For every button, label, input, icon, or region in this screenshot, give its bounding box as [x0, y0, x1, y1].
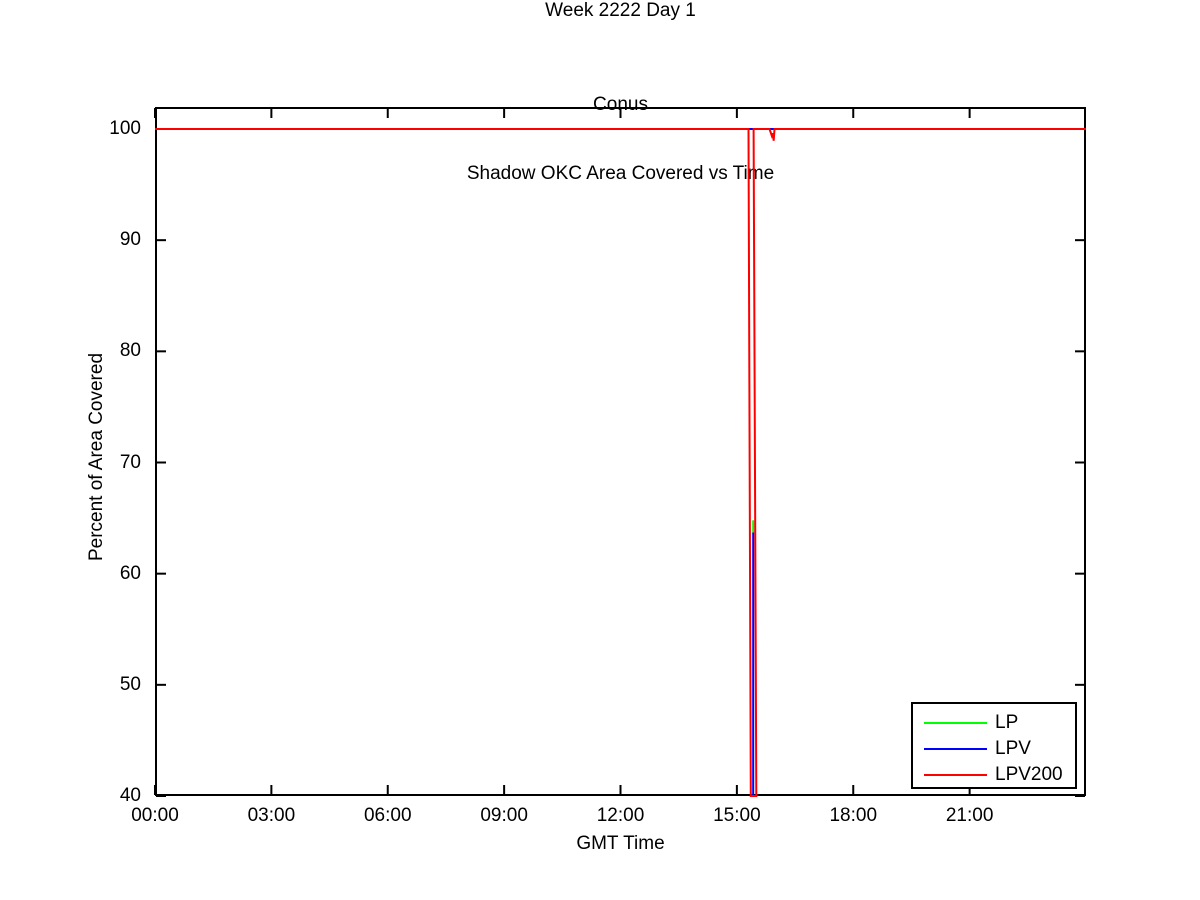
- x-tick-label: 12:00: [596, 805, 645, 826]
- y-tick-label: 100: [109, 118, 141, 139]
- legend-label: LPV200: [995, 764, 1063, 785]
- legend: LP LPV LPV200: [911, 702, 1077, 789]
- x-tick-label: 00:00: [131, 805, 179, 826]
- x-tick-label: 21:00: [945, 805, 994, 826]
- legend-label: LPV: [995, 738, 1031, 759]
- x-tick-label: 03:00: [247, 805, 296, 826]
- legend-line-swatch: [924, 748, 987, 750]
- y-tick-label: 50: [119, 673, 141, 695]
- y-tick-label: 80: [119, 340, 141, 362]
- x-tick-label: 09:00: [480, 805, 528, 826]
- axes-title-line-2: Shadow OKC Area Covered vs Time: [466, 163, 775, 184]
- x-tick-label: 15:00: [713, 805, 761, 826]
- y-tick-label: 60: [119, 562, 141, 584]
- y-tick-label: 90: [119, 229, 141, 251]
- legend-line-swatch: [924, 774, 987, 776]
- legend-item: LP: [913, 710, 1075, 736]
- axes-title-line-1: Conus: [593, 94, 648, 115]
- axes-title: Conus Shadow OKC Area Covered vs Time: [220, 47, 1021, 231]
- figure-title: Week 2222 Day 1: [545, 0, 696, 21]
- axis-box: [155, 107, 1086, 796]
- x-axis-label: GMT Time: [576, 833, 665, 854]
- series-line-lpv200: [155, 128, 1086, 797]
- y-tick-label: 70: [119, 451, 141, 473]
- legend-item: LPV200: [913, 762, 1075, 788]
- legend-line-swatch: [924, 722, 987, 724]
- x-tick-label: 18:00: [829, 805, 878, 826]
- legend-label: LP: [995, 712, 1019, 733]
- x-tick-label: 06:00: [363, 805, 412, 826]
- legend-item: LPV: [913, 736, 1075, 762]
- y-tick-label: 40: [119, 785, 141, 806]
